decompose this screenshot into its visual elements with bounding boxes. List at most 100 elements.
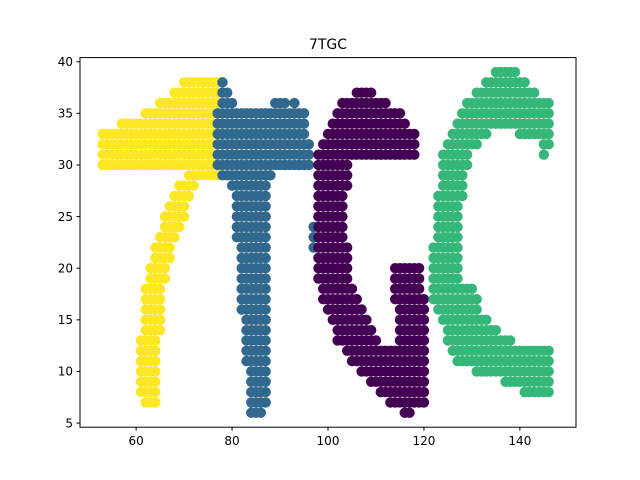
data-point bbox=[481, 314, 492, 326]
data-point bbox=[150, 376, 161, 387]
data-point bbox=[174, 221, 185, 233]
data-point bbox=[183, 190, 195, 202]
data-point bbox=[538, 149, 550, 160]
series-1 bbox=[212, 77, 319, 418]
data-point bbox=[418, 324, 430, 336]
data-point bbox=[260, 314, 271, 326]
data-point bbox=[337, 232, 348, 243]
data-point bbox=[154, 293, 166, 305]
data-point bbox=[471, 139, 482, 150]
data-point bbox=[418, 355, 430, 367]
series-3 bbox=[428, 66, 554, 398]
data-point bbox=[490, 324, 502, 336]
y-axis: 5 10 15 20 25 30 35 40 bbox=[58, 55, 80, 430]
data-point bbox=[260, 376, 271, 387]
data-point bbox=[365, 324, 377, 336]
data-point bbox=[543, 366, 554, 377]
data-point bbox=[457, 170, 468, 181]
data-point bbox=[418, 376, 430, 387]
data-point bbox=[222, 87, 233, 98]
data-point bbox=[418, 314, 430, 326]
data-point bbox=[409, 149, 420, 160]
data-point bbox=[159, 273, 171, 284]
series-0 bbox=[97, 77, 223, 408]
data-point bbox=[260, 190, 271, 202]
data-point bbox=[380, 97, 391, 109]
data-point bbox=[154, 314, 166, 326]
data-point bbox=[260, 345, 271, 356]
data-point bbox=[150, 397, 161, 408]
data-point bbox=[260, 221, 271, 233]
data-point bbox=[413, 273, 425, 284]
data-point bbox=[260, 232, 271, 243]
data-point bbox=[164, 242, 175, 253]
data-point bbox=[260, 242, 271, 253]
data-point bbox=[346, 283, 358, 295]
data-point bbox=[519, 77, 530, 88]
data-point bbox=[529, 87, 540, 98]
data-point bbox=[260, 366, 271, 377]
data-point bbox=[481, 128, 492, 140]
data-point bbox=[543, 376, 554, 387]
data-point bbox=[365, 87, 377, 98]
data-point bbox=[461, 159, 473, 171]
chart-title: 7TGC bbox=[309, 37, 347, 53]
data-point bbox=[413, 283, 425, 295]
y-tick-label: 20 bbox=[58, 261, 73, 275]
y-tick-label: 35 bbox=[58, 107, 73, 121]
data-point bbox=[509, 66, 521, 78]
data-point bbox=[409, 139, 420, 150]
y-tick-label: 40 bbox=[58, 55, 73, 69]
data-point bbox=[341, 170, 353, 181]
x-tick-label: 60 bbox=[128, 434, 143, 448]
data-point bbox=[418, 293, 430, 305]
data-point bbox=[298, 108, 310, 119]
data-point bbox=[543, 139, 554, 150]
data-point bbox=[341, 273, 353, 284]
data-point bbox=[543, 118, 554, 129]
data-point bbox=[178, 211, 190, 222]
data-point bbox=[505, 335, 516, 346]
y-tick-label: 25 bbox=[58, 210, 73, 224]
data-point bbox=[418, 304, 430, 315]
data-point bbox=[303, 159, 315, 171]
data-point bbox=[341, 263, 353, 274]
data-point bbox=[418, 366, 430, 377]
data-point bbox=[260, 293, 271, 305]
x-axis: 60 80 100 120 140 bbox=[128, 427, 531, 448]
x-tick-label: 140 bbox=[508, 434, 531, 448]
data-point bbox=[452, 211, 463, 222]
data-point bbox=[226, 97, 238, 109]
data-point bbox=[543, 128, 554, 140]
data-point bbox=[351, 293, 362, 305]
data-point bbox=[457, 180, 468, 191]
data-point bbox=[404, 407, 415, 418]
data-point bbox=[341, 180, 353, 191]
data-point bbox=[154, 283, 166, 295]
data-point bbox=[217, 77, 228, 88]
data-point bbox=[361, 314, 372, 326]
data-point bbox=[150, 366, 161, 377]
data-point bbox=[543, 108, 554, 119]
data-point bbox=[413, 263, 425, 274]
data-point bbox=[452, 201, 463, 212]
data-point bbox=[188, 180, 199, 191]
data-point bbox=[418, 397, 430, 408]
data-point bbox=[370, 335, 382, 346]
data-point bbox=[298, 128, 310, 140]
data-point bbox=[409, 128, 420, 140]
data-point bbox=[260, 211, 271, 222]
data-point bbox=[418, 345, 430, 356]
data-point bbox=[399, 118, 410, 129]
data-point bbox=[341, 242, 353, 253]
data-point bbox=[543, 97, 554, 109]
data-point bbox=[337, 201, 348, 212]
data-point bbox=[461, 149, 473, 160]
y-tick-label: 15 bbox=[58, 313, 73, 327]
data-point bbox=[150, 335, 161, 346]
data-point bbox=[543, 355, 554, 367]
data-point bbox=[265, 170, 276, 181]
data-point bbox=[159, 263, 171, 274]
data-point bbox=[471, 304, 482, 315]
data-point bbox=[394, 108, 406, 119]
